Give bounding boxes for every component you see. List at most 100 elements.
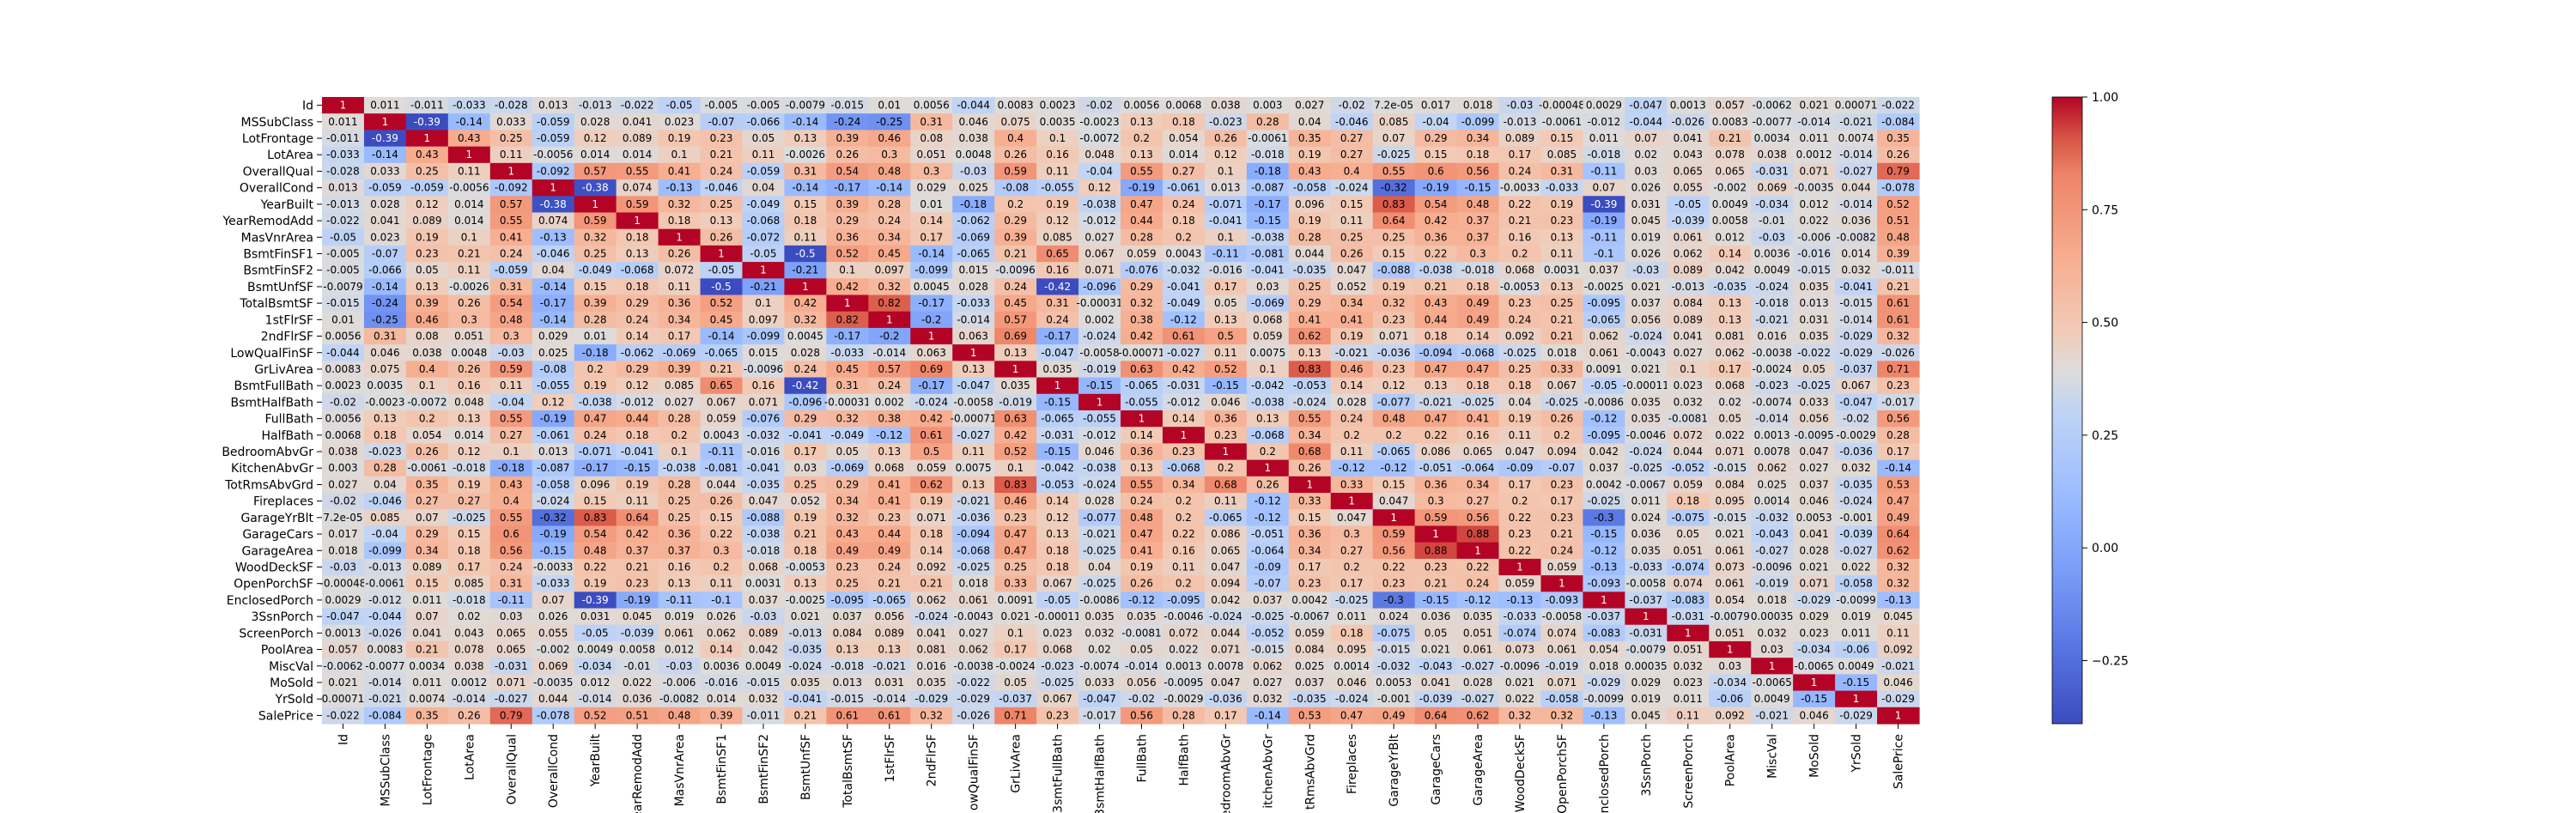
heatmap-cell <box>1667 130 1710 148</box>
cell-value-label: 0.22 <box>1425 429 1448 441</box>
cell-value-label: 0.037 <box>749 594 778 606</box>
cell-value-label: 0.11 <box>1340 215 1364 227</box>
cell-value-label: 0.23 <box>1509 528 1532 540</box>
cell-value-label: -0.07 <box>372 248 398 260</box>
x-tick-label: MoSold <box>1808 734 1822 778</box>
cell-value-label: 0.019 <box>1841 610 1870 622</box>
cell-value-label: -0.019 <box>1546 660 1579 672</box>
cell-value-label: 0.028 <box>1084 495 1114 507</box>
cell-value-label: 0.044 <box>707 478 736 490</box>
heatmap-cell <box>1036 113 1079 131</box>
cell-value-label: -0.012 <box>1167 396 1200 408</box>
cell-value-label: 0.0074 <box>409 693 445 705</box>
cell-value-label: 0.021 <box>791 610 820 622</box>
cell-value-label: 0.025 <box>538 347 568 359</box>
heatmap-cell <box>1078 179 1121 197</box>
cell-value-label: -0.025 <box>1588 495 1621 507</box>
cell-value-label: 0.024 <box>1379 610 1408 622</box>
cell-value-label: 0.18 <box>626 429 649 441</box>
cell-value-label: -0.026 <box>957 709 990 721</box>
cell-value-label: 0.02 <box>458 610 481 622</box>
cell-value-label: 0.03 <box>1718 660 1741 672</box>
cell-value-label: 0.24 <box>710 165 733 177</box>
heatmap-cell <box>1036 97 1079 114</box>
y-tick-label: MiscVal <box>269 660 313 674</box>
cell-value-label: 0.04 <box>1298 116 1321 128</box>
cell-value-label: -0.0099 <box>1836 594 1875 606</box>
cell-value-label: 0.041 <box>1674 132 1703 144</box>
y-tick-label: GarageYrBlt <box>240 512 313 525</box>
cell-value-label: 1 <box>1012 363 1019 375</box>
cell-value-label: 0.18 <box>1467 379 1490 391</box>
cell-value-label: 0.18 <box>626 281 649 293</box>
cell-value-label: 0.011 <box>1631 495 1661 507</box>
cell-value-label: -0.021 <box>1839 116 1873 128</box>
x-tick-label: GarageYrBlt <box>1388 733 1401 806</box>
cell-value-label: 0.42 <box>835 281 859 293</box>
cell-value-label: 0.18 <box>1172 116 1195 128</box>
cell-value-label: 0.24 <box>878 215 901 227</box>
cell-value-label: 0.14 <box>1130 429 1153 441</box>
cell-value-label: 0.018 <box>328 544 357 556</box>
cell-value-label: 0.42 <box>1004 429 1027 441</box>
cell-value-label: 0.55 <box>500 215 523 227</box>
cell-value-label: 0.11 <box>752 149 775 161</box>
heatmap-cell <box>1793 212 1836 230</box>
cell-value-label: 0.24 <box>500 248 523 260</box>
cell-value-label: 0.13 <box>1130 149 1153 161</box>
cell-value-label: 0.24 <box>1509 165 1532 177</box>
heatmap-cell <box>1372 179 1416 197</box>
cell-value-label: 0.044 <box>1674 446 1703 458</box>
heatmap-cell <box>1625 97 1668 114</box>
cell-value-label: -0.036 <box>1377 347 1411 359</box>
heatmap-cell <box>1456 146 1500 164</box>
cell-value-label: -0.055 <box>1083 413 1116 425</box>
cell-value-label: 0.0029 <box>325 594 361 606</box>
cell-value-label: -0.071 <box>1209 198 1242 210</box>
heatmap-cell <box>1793 97 1836 114</box>
cell-value-label: 0.062 <box>1589 331 1619 343</box>
cell-value-label: 0.31 <box>374 331 397 343</box>
heatmap-cell <box>700 97 744 114</box>
cell-value-label: 0.24 <box>1046 313 1069 325</box>
heatmap-cell <box>784 130 827 148</box>
cell-value-label: 0.21 <box>416 644 439 656</box>
cell-value-label: -0.038 <box>1083 462 1116 474</box>
cell-value-label: -0.024 <box>1083 331 1116 343</box>
cell-value-label: -0.027 <box>1167 347 1200 359</box>
cell-value-label: 0.26 <box>1130 578 1153 590</box>
cell-value-label: 0.37 <box>626 544 649 556</box>
cell-value-label: 0.19 <box>1551 198 1574 210</box>
cell-value-label: 0.82 <box>878 297 901 309</box>
heatmap-cell <box>658 212 702 230</box>
cell-value-label: 0.025 <box>959 182 988 194</box>
heatmap-cell <box>910 212 953 230</box>
cell-value-label: 1 <box>760 264 767 276</box>
cell-value-label: 0.25 <box>1298 281 1321 293</box>
cell-value-label: -0.07 <box>1548 462 1575 474</box>
cell-value-label: -0.42 <box>1044 281 1071 293</box>
heatmap-cell <box>868 113 911 131</box>
cell-value-label: -0.011 <box>747 709 781 721</box>
cell-value-label: -0.14 <box>708 331 734 343</box>
cell-value-label: -0.084 <box>368 709 402 721</box>
cell-value-label: 0.0048 <box>451 347 487 359</box>
cell-value-label: 0.13 <box>1718 313 1741 325</box>
cell-value-label: 0.55 <box>1298 413 1321 425</box>
heatmap-cell <box>489 113 533 131</box>
cell-value-label: 0.11 <box>1214 495 1237 507</box>
cell-value-label: 0.54 <box>584 528 607 540</box>
heatmap-cell <box>1667 179 1710 197</box>
cell-value-label: -0.059 <box>410 182 444 194</box>
cell-value-label: 0.061 <box>1463 644 1492 656</box>
cell-value-label: 7.2e-05 <box>323 512 362 524</box>
cell-value-label: -0.016 <box>705 676 738 689</box>
heatmap-cell <box>1793 228 1836 246</box>
cell-value-label: -0.014 <box>453 693 486 705</box>
cell-value-label: 0.05 <box>1425 627 1448 639</box>
cell-value-label: 0.037 <box>1589 462 1619 474</box>
cell-value-label: 0.089 <box>412 215 441 227</box>
cell-value-label: 0.036 <box>623 693 652 705</box>
cell-value-label: 0.084 <box>1295 644 1324 656</box>
cell-value-label: -0.0058 <box>1542 610 1582 622</box>
